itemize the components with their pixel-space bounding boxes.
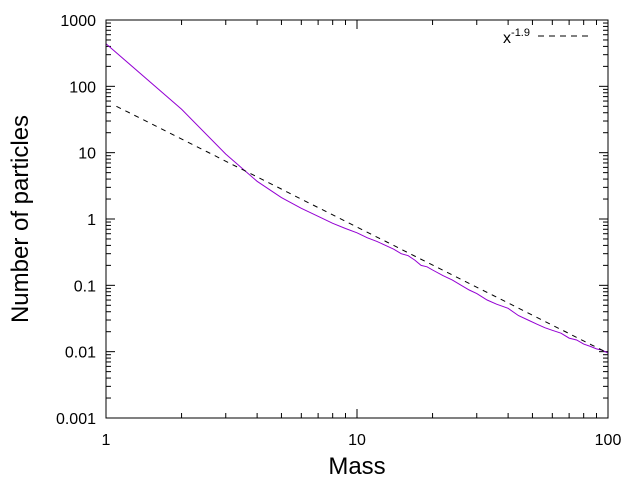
y-tick-label: 0.01 <box>65 345 96 362</box>
y-tick-label: 100 <box>69 79 96 96</box>
x-tick-label: 1 <box>102 432 111 449</box>
legend-label-exponent: -1.9 <box>511 27 530 39</box>
power-law-fit-line <box>116 105 609 354</box>
y-axis-title: Number of particles <box>7 115 34 323</box>
tick-labels: 1 10 100 0.001 0.01 0.1 1 10 100 1000 <box>56 13 621 449</box>
legend-label: x-1.9 <box>503 27 530 47</box>
legend-label-base: x <box>503 30 511 47</box>
legend: x-1.9 <box>503 27 588 47</box>
axis-ticks <box>105 20 608 419</box>
x-tick-label: 10 <box>348 432 366 449</box>
y-tick-label: 1000 <box>60 13 96 30</box>
plot-frame <box>105 19 609 419</box>
y-tick-label: 1 <box>87 212 96 229</box>
particle-count-line <box>105 43 609 354</box>
x-axis-title: Mass <box>328 453 385 480</box>
y-tick-label: 0.001 <box>56 411 96 428</box>
x-tick-label: 100 <box>595 432 622 449</box>
series-lines <box>105 43 609 354</box>
y-tick-label: 10 <box>78 146 96 163</box>
y-tick-label: 0.1 <box>74 278 96 295</box>
